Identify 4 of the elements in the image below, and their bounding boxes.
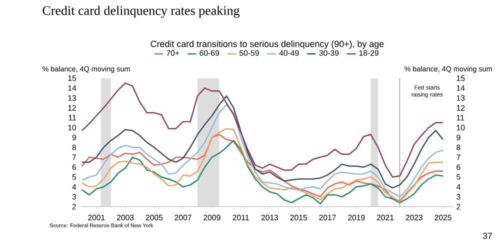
text: 37 (482, 232, 492, 240)
chart-subtitle: Credit card transitions to serious delinquency (90+), by age (150, 40, 384, 50)
chart-title: Credit card delinquency rates peaking (42, 6, 240, 18)
line-series (81, 82, 444, 178)
